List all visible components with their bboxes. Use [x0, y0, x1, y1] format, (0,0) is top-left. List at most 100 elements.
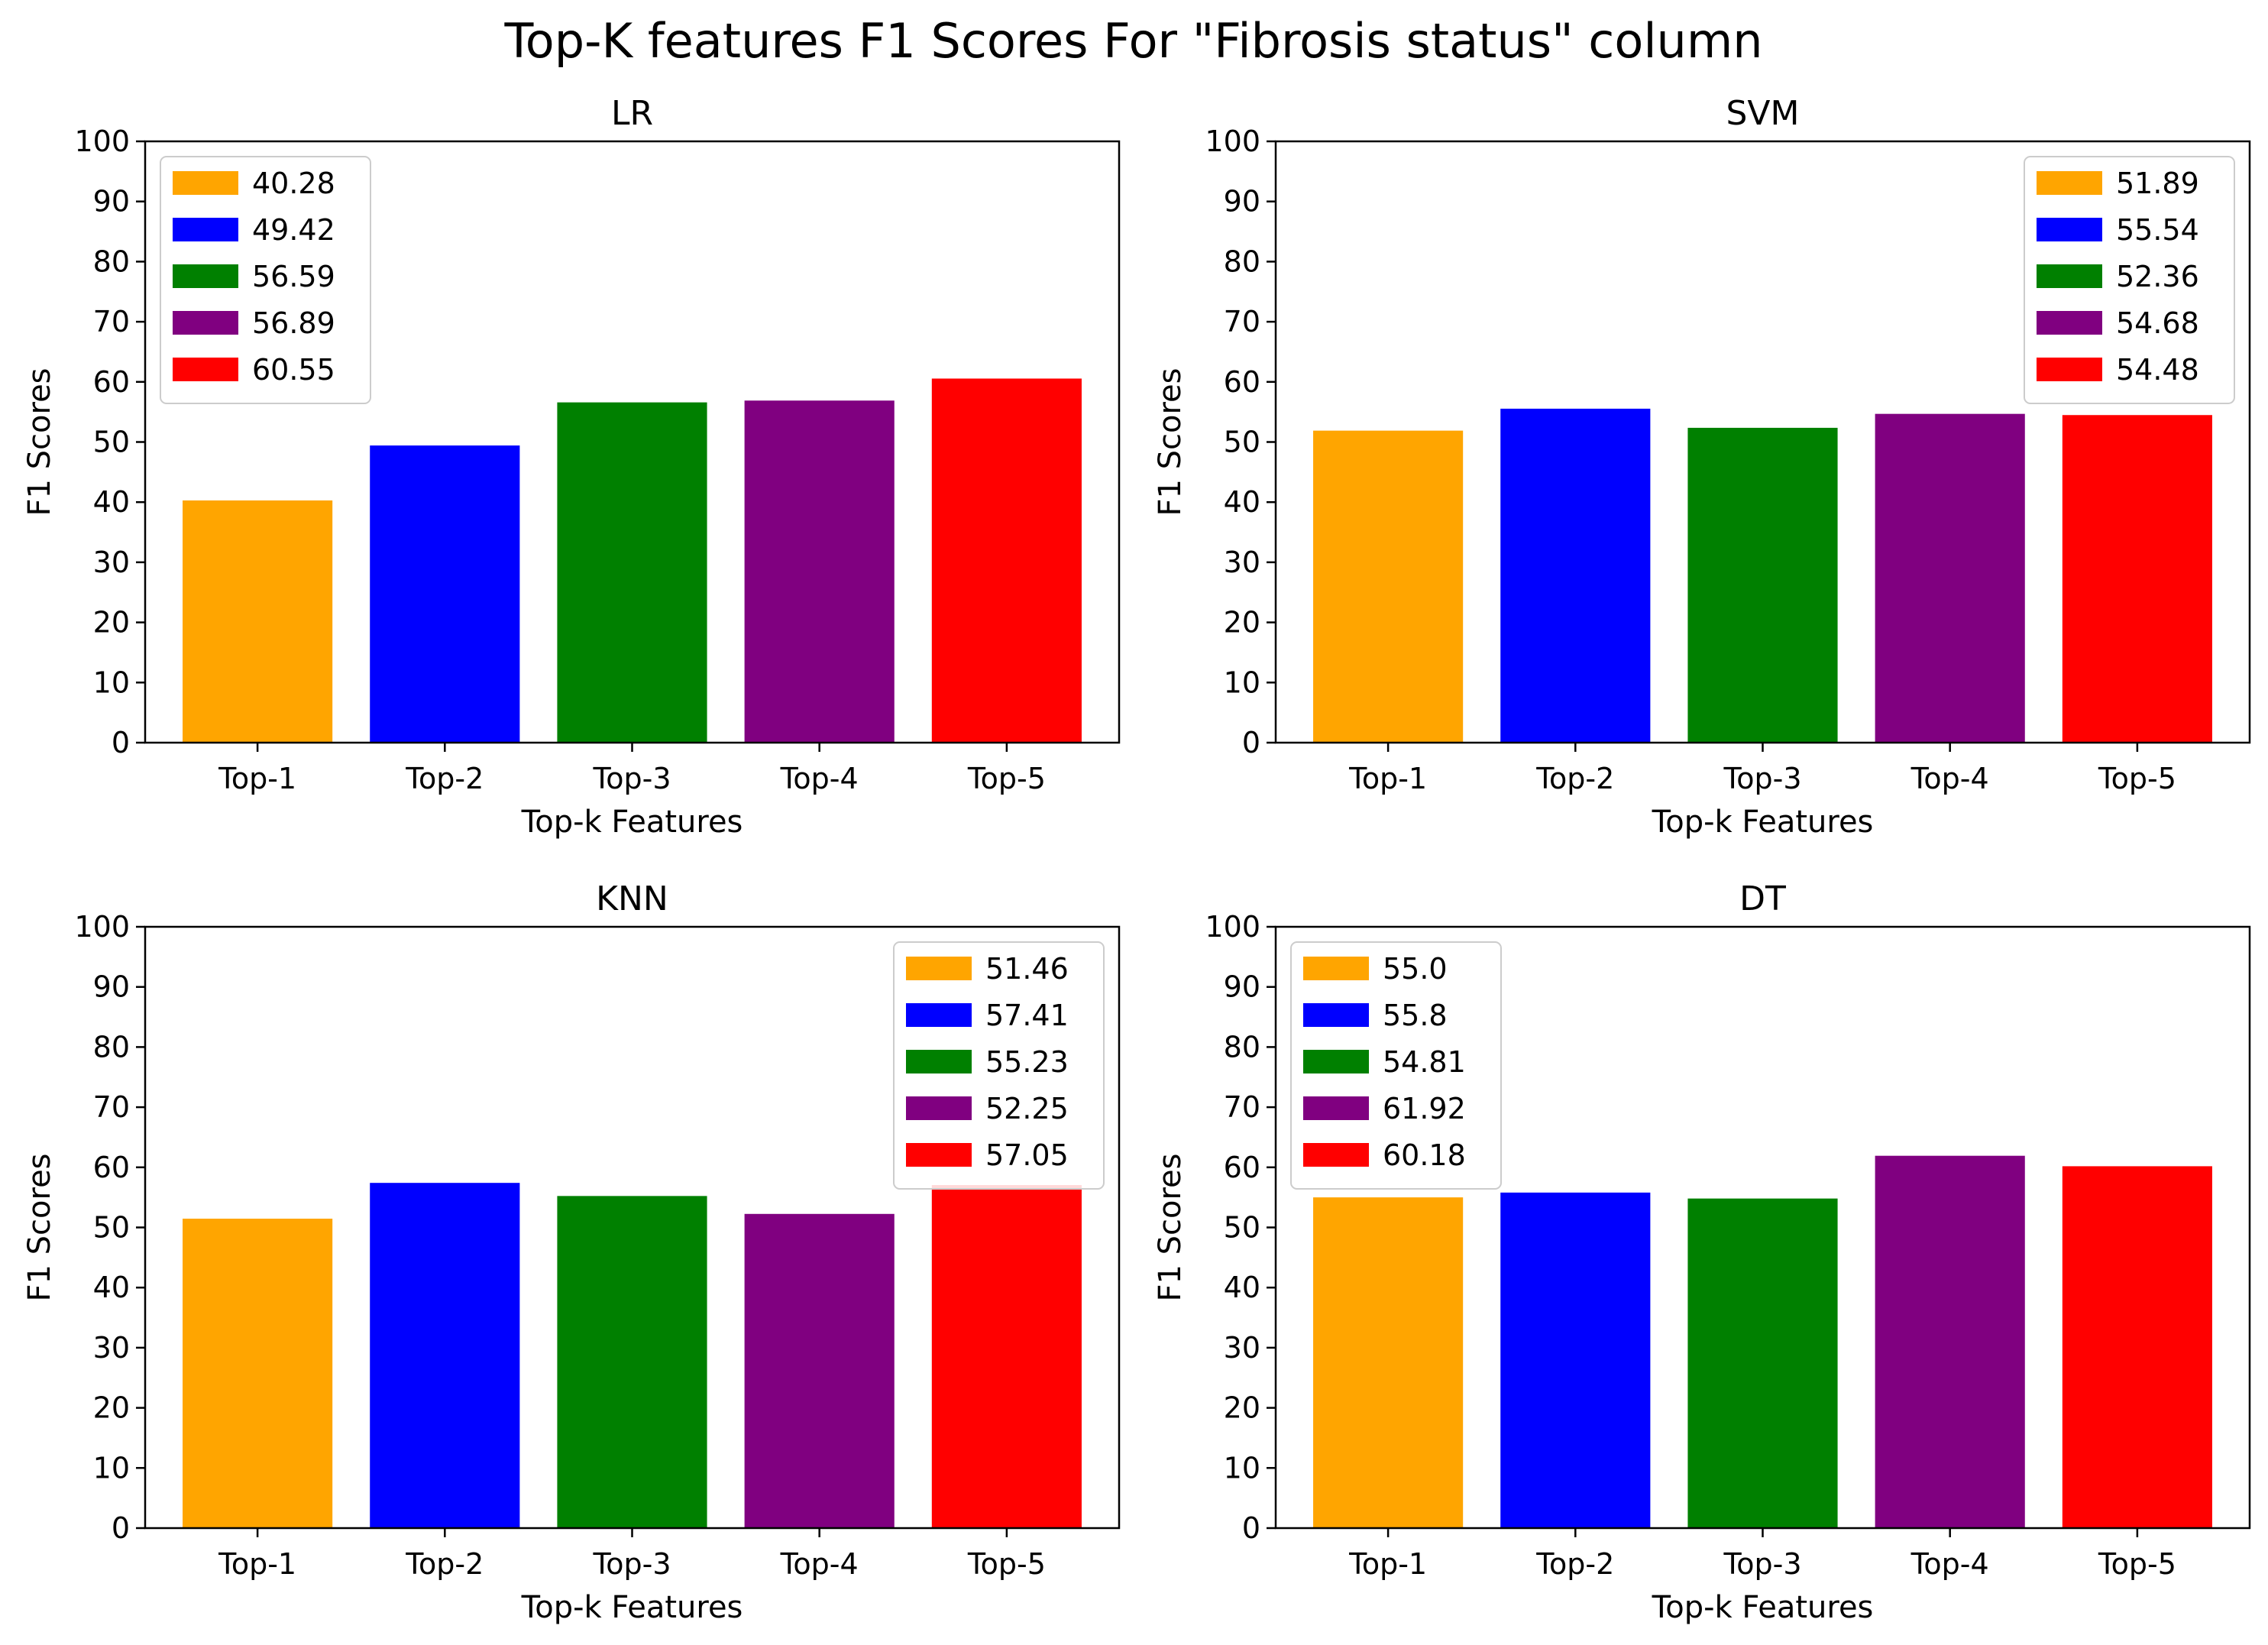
y-axis-label: F1 Scores — [1153, 1153, 1188, 1301]
x-tick-label: Top-3 — [1723, 1547, 1801, 1581]
bar-top-5 — [2062, 415, 2212, 743]
figure-title: Top-K features F1 Scores For "Fibrosis s… — [503, 13, 1762, 69]
legend-swatch — [1303, 1143, 1369, 1167]
y-tick-label: 100 — [74, 125, 130, 158]
y-tick-label: 80 — [1224, 1030, 1260, 1064]
legend-swatch — [2037, 264, 2102, 288]
legend-label: 57.41 — [985, 999, 1069, 1032]
x-tick-label: Top-5 — [967, 1547, 1046, 1581]
legend-label: 55.8 — [1383, 999, 1448, 1032]
legend-swatch — [1303, 957, 1369, 980]
x-tick-label: Top-3 — [1723, 762, 1801, 795]
legend-label: 54.81 — [1383, 1045, 1466, 1079]
x-tick-label: Top-2 — [1535, 1547, 1614, 1581]
y-tick-label: 10 — [93, 665, 130, 699]
legend-label: 52.25 — [985, 1092, 1069, 1125]
x-tick-label: Top-1 — [1348, 762, 1427, 795]
bar-top-2 — [370, 445, 520, 743]
bar-top-1 — [1313, 430, 1464, 743]
y-tick-label: 80 — [1224, 244, 1260, 278]
bar-top-4 — [1875, 413, 2025, 743]
y-tick-label: 30 — [93, 1331, 130, 1365]
legend-swatch — [173, 264, 238, 288]
y-tick-label: 50 — [1224, 1211, 1260, 1245]
subplot-dt: 0 10 20 30 40 50 60 70 80 90 100 Top-1 Top-2 Top-3 Top… — [1153, 879, 2251, 1625]
y-tick-label: 60 — [1224, 365, 1260, 399]
legend-label: 55.54 — [2116, 213, 2199, 247]
y-tick-label: 70 — [93, 1090, 130, 1124]
y-tick-label: 0 — [112, 1511, 130, 1545]
legend: 51.89 55.54 52.36 54.68 54.48 — [2024, 156, 2235, 404]
y-tick-label: 70 — [1224, 305, 1260, 338]
x-tick-label: Top-4 — [780, 1547, 859, 1581]
y-tick-label: 50 — [93, 1211, 130, 1245]
y-tick-label: 40 — [1224, 1271, 1260, 1304]
x-tick-label: Top-2 — [405, 1547, 484, 1581]
legend-swatch — [173, 358, 238, 381]
y-tick-label: 20 — [1224, 1391, 1260, 1425]
x-tick-label: Top-4 — [1910, 762, 1989, 795]
legend-swatch — [2037, 311, 2102, 335]
legend: 51.46 57.41 55.23 52.25 57.05 — [893, 941, 1105, 1190]
legend-label: 54.68 — [2116, 306, 2199, 340]
legend-label: 56.89 — [252, 306, 335, 340]
x-tick-label: Top-1 — [1348, 1547, 1427, 1581]
legend-swatch — [906, 1050, 972, 1073]
subplot-title: DT — [1739, 879, 1786, 918]
y-tick-label: 100 — [1205, 910, 1260, 944]
bar-top-1 — [1313, 1197, 1464, 1528]
y-tick-label: 30 — [93, 546, 130, 579]
y-tick-label: 80 — [93, 244, 130, 278]
y-tick-label: 90 — [93, 185, 130, 219]
legend-label: 54.48 — [2116, 353, 2199, 387]
bar-top-5 — [2062, 1166, 2212, 1528]
y-tick-label: 100 — [74, 910, 130, 944]
y-tick-label: 10 — [1224, 1451, 1260, 1485]
y-tick-label: 0 — [112, 726, 130, 759]
legend-label: 52.36 — [2116, 260, 2199, 293]
bar-top-5 — [931, 1185, 1082, 1528]
y-tick-label: 60 — [93, 365, 130, 399]
bar-top-4 — [744, 1213, 895, 1528]
y-tick-label: 50 — [93, 426, 130, 459]
bar-top-2 — [370, 1183, 520, 1528]
bar-top-2 — [1500, 1192, 1651, 1528]
legend-swatch — [906, 957, 972, 980]
x-tick-label: Top-1 — [218, 762, 296, 795]
subplot-knn: 0 10 20 30 40 50 60 70 80 90 100 Top-1 Top-2 Top-3 Top… — [22, 879, 1121, 1625]
y-tick-label: 100 — [1205, 125, 1260, 158]
legend-label: 49.42 — [252, 213, 335, 247]
bar-top-4 — [1875, 1155, 2025, 1528]
y-tick-label: 40 — [93, 1271, 130, 1304]
bar-top-4 — [744, 400, 895, 743]
y-tick-label: 10 — [93, 1451, 130, 1485]
x-tick-label: Top-5 — [2098, 762, 2176, 795]
bar-top-3 — [1687, 1198, 1838, 1528]
bar-top-1 — [183, 1219, 333, 1528]
legend-swatch — [2037, 358, 2102, 381]
bar-top-2 — [1500, 408, 1651, 743]
x-tick-label: Top-2 — [1535, 762, 1614, 795]
legend-label: 51.46 — [985, 952, 1069, 986]
legend-swatch — [173, 171, 238, 195]
y-tick-label: 90 — [93, 970, 130, 1004]
x-tick-label: Top-4 — [1910, 1547, 1989, 1581]
subplot-title: SVM — [1726, 94, 1800, 133]
legend-swatch — [906, 1003, 972, 1027]
y-tick-label: 50 — [1224, 426, 1260, 459]
y-axis-label: F1 Scores — [1153, 368, 1188, 516]
bar-top-1 — [183, 500, 333, 743]
y-tick-label: 90 — [1224, 970, 1260, 1004]
legend-swatch — [1303, 1003, 1369, 1027]
subplot-lr: 0 10 20 30 40 50 60 70 80 90 100 Top-1 Top-2 Top-3 Top… — [22, 94, 1121, 840]
x-axis-label: Top-k Features — [521, 805, 743, 840]
legend-label: 51.89 — [2116, 167, 2199, 200]
y-tick-label: 20 — [93, 606, 130, 640]
y-tick-label: 30 — [1224, 1331, 1260, 1365]
legend-swatch — [906, 1096, 972, 1120]
x-tick-label: Top-3 — [592, 1547, 671, 1581]
y-axis-label: F1 Scores — [22, 1153, 57, 1301]
legend: 55.0 55.8 54.81 61.92 60.18 — [1290, 941, 1502, 1190]
